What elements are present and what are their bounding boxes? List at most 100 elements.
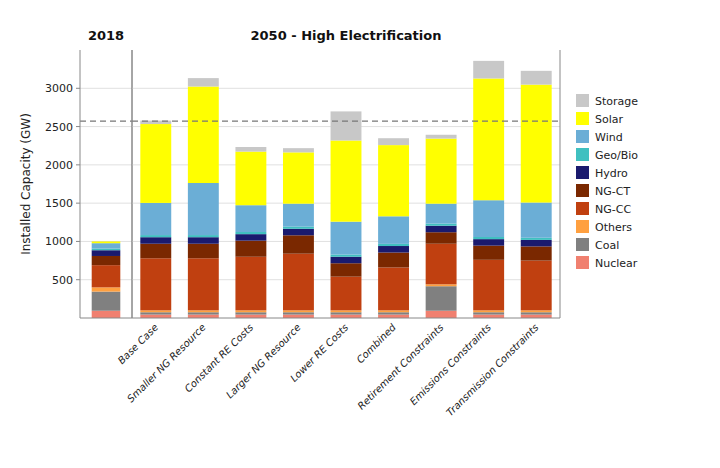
bar-segment (521, 315, 552, 318)
bar-segment (140, 244, 171, 259)
bar-segment (140, 203, 171, 235)
bar-segment (140, 312, 171, 314)
bar-segment (473, 246, 504, 260)
bar-segment (378, 145, 409, 216)
bar-segment (283, 310, 314, 312)
bar-segment (140, 124, 171, 203)
tick-mark (76, 279, 80, 280)
legend-swatch (576, 238, 589, 251)
legend-label: Geo/Bio (595, 149, 638, 162)
bar-segment (92, 265, 121, 287)
bar-segment (378, 253, 409, 268)
tick-label: Base Case (116, 322, 161, 367)
bar-segment (92, 311, 121, 318)
grid-line (80, 164, 132, 165)
bar-segment (426, 244, 457, 285)
bar-segment (331, 141, 362, 222)
bar-segment (188, 235, 219, 237)
bar-segment (283, 254, 314, 311)
bar-segment (521, 246, 552, 260)
bar-segment (426, 226, 457, 233)
bar-segment (188, 183, 219, 235)
legend-label: Nuclear (595, 257, 638, 270)
bar-segment (521, 71, 552, 85)
bar-segment (283, 229, 314, 236)
tick-label: Transmission Constraints (444, 322, 541, 419)
bar-segment (235, 232, 266, 234)
bar-segment (521, 203, 552, 238)
bar-segment (92, 256, 121, 265)
bar-segment (283, 152, 314, 203)
bar-segment (473, 237, 504, 239)
panel-title: 2018 (88, 28, 124, 43)
tick-label: 1000 (45, 235, 73, 248)
bar-segment (188, 78, 219, 86)
axis-line (80, 50, 81, 318)
bar-segment (331, 255, 362, 257)
bar-segment (426, 224, 457, 226)
legend-label: Hydro (595, 167, 628, 180)
bar-segment (473, 312, 504, 314)
bar-segment (188, 87, 219, 183)
bar-segment (426, 284, 457, 286)
axis-line (132, 50, 133, 318)
legend-label: Solar (595, 113, 624, 126)
bar-segment (331, 310, 362, 312)
tick-label: Smaller NG Resource (125, 322, 208, 405)
bar-segment (283, 312, 314, 314)
tick-label: 3000 (45, 82, 73, 95)
bar-segment (235, 205, 266, 232)
bar-segment (331, 222, 362, 255)
axis-line (132, 50, 133, 318)
legend: StorageSolarWindGeo/BioHydroNG-CTNG-CCOt… (576, 94, 638, 270)
bar-segment (473, 315, 504, 318)
bar-segment (473, 200, 504, 237)
tick-mark (76, 203, 80, 204)
legend-swatch (576, 112, 589, 125)
bar-segment (235, 312, 266, 314)
bar-segment (140, 310, 171, 312)
bar-segment (188, 310, 219, 312)
bar-segment (473, 239, 504, 246)
bar-segment (283, 204, 314, 227)
bar-segment (140, 237, 171, 244)
bar-segment (426, 204, 457, 224)
legend-label: Wind (595, 131, 623, 144)
tick-label: Combined (354, 321, 398, 365)
bars (140, 61, 551, 318)
bar-segment (521, 240, 552, 247)
bar-segment (188, 244, 219, 259)
bar-segment (188, 258, 219, 310)
tick-label: 500 (52, 274, 73, 287)
tick-mark (76, 164, 80, 165)
axis-label: Installed Capacity (GW) (19, 113, 33, 255)
grid-line (80, 126, 132, 127)
bar-segment (283, 315, 314, 318)
bar-segment (92, 240, 121, 241)
tick-label: Larger NG Resource (224, 322, 303, 401)
panel: Base CaseSmaller NG ResourceConstant RE … (116, 28, 560, 418)
legend-swatch (576, 166, 589, 179)
legend-swatch (576, 184, 589, 197)
bars (92, 241, 121, 318)
tick-label: 1500 (45, 197, 73, 210)
bar-segment (283, 235, 314, 253)
bar-segment (235, 241, 266, 257)
bar-segment (378, 216, 409, 244)
bar-segment (188, 237, 219, 244)
tick-label: 2500 (45, 121, 73, 134)
bar-segment (521, 85, 552, 203)
bar-segment (92, 249, 121, 251)
axis-line (80, 318, 132, 319)
bar-segment (283, 227, 314, 229)
bar-segment (426, 286, 457, 311)
axis-line (132, 318, 560, 319)
axis-line (560, 50, 561, 318)
bar-segment (235, 257, 266, 311)
bar-segment (235, 147, 266, 152)
legend-label: Others (595, 221, 632, 234)
legend-swatch (576, 256, 589, 269)
bar-segment (521, 310, 552, 312)
legend-swatch (576, 202, 589, 215)
bar-segment (473, 310, 504, 312)
